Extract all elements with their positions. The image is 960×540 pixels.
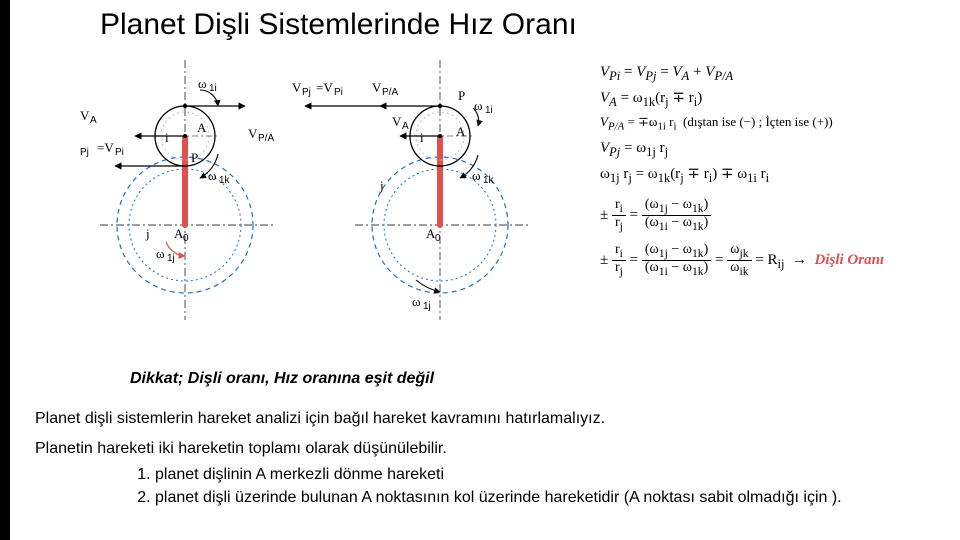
eq-5: ω1j rj = ω1k(rj ∓ ri) ∓ ω1i ri [600,162,950,188]
eq-3: VP/A = ∓ω1i ri (dıştan ise (−) ; İçten i… [600,112,950,136]
svg-text:0: 0 [183,233,189,244]
svg-text:ω: ω [472,168,481,183]
svg-text:j: j [145,226,150,241]
kinematics-diagram: P A i A0 j VA VPj =VPi VP/A ω1i ω1k ω1j [80,60,590,340]
svg-text:1j: 1j [167,253,175,264]
eq-4: VPj = ω1j rj [600,136,950,162]
svg-text:P: P [458,88,465,103]
body-p2-text: Planetin hareketi iki hareketin toplamı … [35,440,447,457]
equation-block: VPi = VPj = VA + VP/A VA = ω1k(rj ∓ ri) … [600,60,950,340]
svg-text:V: V [248,126,258,141]
warning-note: Dikkat; Dişli oranı, Hız oranına eşit de… [130,370,434,388]
svg-text:V: V [392,114,402,129]
svg-text:Pi: Pi [334,87,343,98]
svg-text:A: A [197,120,207,135]
page-title: Planet Dişli Sistemlerinde Hız Oranı [100,8,577,42]
svg-text:=V: =V [316,80,333,95]
svg-text:ω: ω [474,98,483,113]
svg-text:V: V [292,80,302,95]
svg-text:ω: ω [412,294,421,309]
left-figure: P A i A0 j VA VPj =VPi VP/A ω1i ω1k ω1j [80,60,275,320]
svg-text:P: P [191,150,198,165]
svg-text:ω: ω [208,168,217,183]
eq-7: ± rirj = (ω1j − ω1k)(ω1i − ω1k) = ωjkωik… [600,243,950,278]
svg-text:A: A [90,115,97,126]
eq-1: VPi = VPj = VA + VP/A [600,60,950,86]
enum-item-1: planet dişlinin A merkezli dönme hareket… [155,464,935,486]
svg-text:Pj: Pj [80,147,89,158]
svg-text:P/A: P/A [382,87,398,98]
svg-text:j: j [379,178,384,193]
enum-item-2: planet dişli üzerinde bulunan A noktasın… [155,487,935,509]
eq-2: VA = ω1k(rj ∓ ri) [600,86,950,112]
svg-text:i: i [165,130,169,145]
svg-text:1k: 1k [219,175,231,186]
svg-text:1k: 1k [483,175,495,186]
side-row-marker [0,0,10,540]
svg-text:1i: 1i [485,105,493,116]
svg-text:Pi: Pi [115,147,124,158]
svg-text:V: V [372,80,382,95]
svg-text:A: A [402,121,409,132]
svg-text:=V: =V [97,140,114,155]
svg-text:ω: ω [156,246,165,261]
svg-text:0: 0 [435,233,441,244]
eq-6: ± rirj = (ω1j − ω1k)(ω1i − ω1k) [600,198,950,233]
svg-text:V: V [80,108,90,123]
body-paragraph-2: Planetin hareketi iki hareketin toplamı … [35,438,935,511]
svg-text:Pj: Pj [302,87,311,98]
svg-text:1j: 1j [423,301,431,312]
svg-text:i: i [420,130,424,145]
svg-text:P/A: P/A [258,133,274,144]
body-paragraph-1: Planet dişli sistemlerin hareket analizi… [35,408,935,430]
svg-text:1i: 1i [209,83,217,94]
enumeration: planet dişlinin A merkezli dönme hareket… [155,464,935,509]
svg-text:A: A [456,124,466,139]
right-figure: P A i j A0 VA VP/A VPj =VPi ω1i ω1k ω1j [292,60,530,320]
svg-text:ω: ω [198,76,207,91]
